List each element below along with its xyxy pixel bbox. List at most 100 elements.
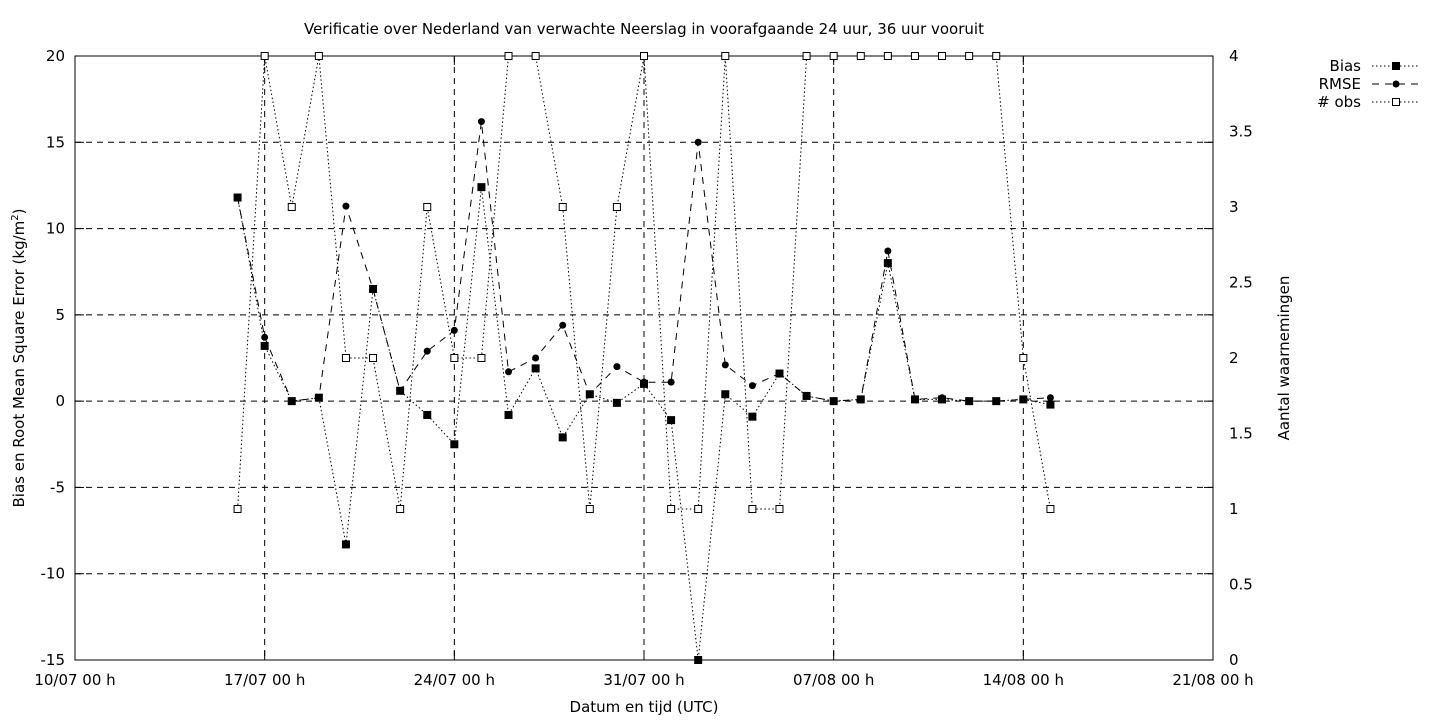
y2-tick-label: 2 (1229, 349, 1239, 367)
data-point-rmse (721, 361, 729, 369)
data-point-bias (477, 183, 486, 192)
data-point-rmse (450, 326, 458, 334)
x-tick-label: 10/07 00 h (34, 671, 115, 689)
data-point-bias (260, 341, 269, 350)
data-point-rmse (748, 382, 756, 390)
data-point-bias (694, 656, 703, 664)
y-tick-label: 10 (46, 220, 65, 238)
legend-marker-rmse (1392, 80, 1400, 88)
data-point-obs (910, 52, 919, 60)
data-point-bias (612, 398, 621, 407)
data-point-obs (423, 203, 432, 211)
data-point-obs (992, 52, 1001, 60)
data-point-rmse (1046, 394, 1054, 402)
data-point-obs (341, 354, 350, 362)
data-point-obs (396, 505, 405, 513)
legend-label-bias: Bias (1330, 57, 1362, 75)
data-point-rmse (477, 118, 485, 126)
y-tick-label: -15 (41, 651, 66, 669)
data-point-rmse (532, 354, 540, 362)
data-point-obs (531, 52, 540, 60)
y2-tick-label: 4 (1229, 47, 1239, 65)
data-point-bias (883, 259, 892, 268)
legend-label-rmse: RMSE (1319, 75, 1361, 93)
data-point-bias (450, 440, 459, 449)
data-point-obs (612, 203, 621, 211)
data-point-rmse (857, 395, 865, 403)
series-layer (233, 52, 1055, 664)
legend-marker-bias (1392, 62, 1400, 70)
data-point-rmse (694, 138, 702, 146)
data-point-rmse (559, 321, 567, 329)
data-point-rmse (1019, 395, 1027, 403)
data-point-obs (287, 203, 296, 211)
data-point-rmse (315, 394, 323, 402)
data-point-rmse (586, 390, 594, 398)
data-point-rmse (613, 363, 621, 371)
data-point-rmse (369, 285, 377, 293)
data-point-obs (775, 505, 784, 513)
x-tick-label: 24/07 00 h (414, 671, 495, 689)
data-point-obs (260, 52, 269, 60)
data-point-obs (558, 203, 567, 211)
data-point-rmse (803, 392, 811, 400)
x-tick-label: 14/08 00 h (983, 671, 1064, 689)
data-point-rmse (396, 387, 404, 395)
data-point-obs (233, 505, 242, 513)
data-point-bias (558, 433, 567, 442)
data-point-rmse (775, 370, 783, 378)
data-point-rmse (938, 394, 946, 402)
data-point-obs (1019, 354, 1028, 362)
legend-marker-obs (1392, 98, 1400, 106)
y-tick-label: 5 (55, 306, 65, 324)
data-point-obs (748, 505, 757, 513)
y2-tick-label: 3 (1229, 198, 1239, 216)
data-point-obs (585, 505, 594, 513)
data-point-obs (477, 354, 486, 362)
series-line-rmse (237, 121, 1051, 402)
y2-tick-label: 2.5 (1229, 274, 1253, 292)
legend-label-obs: # obs (1317, 93, 1361, 111)
y2-axis-label: Aantal waarnemingen (1275, 276, 1293, 441)
y2-tick-label: 3.5 (1229, 123, 1253, 141)
data-point-obs (938, 52, 947, 60)
data-point-bias (1046, 400, 1055, 409)
data-point-rmse (884, 247, 892, 255)
data-point-rmse (423, 347, 431, 355)
data-point-obs (1046, 505, 1055, 513)
x-tick-label: 21/08 00 h (1172, 671, 1253, 689)
data-point-bias (423, 410, 432, 419)
y-tick-label: 20 (46, 47, 65, 65)
data-point-rmse (342, 202, 350, 210)
y2-tick-label: 1.5 (1229, 425, 1253, 443)
grid (75, 56, 1213, 660)
y-tick-label: -10 (41, 565, 66, 583)
data-point-obs (721, 52, 730, 60)
data-point-bias (531, 364, 540, 373)
y2-tick-label: 0.5 (1229, 576, 1253, 594)
data-point-obs (829, 52, 838, 60)
data-point-rmse (234, 194, 242, 202)
data-point-rmse (261, 333, 269, 341)
data-point-obs (314, 52, 323, 60)
data-point-obs (640, 52, 648, 60)
series-obs (233, 52, 1055, 513)
y-axis-label-sup: 2 (10, 214, 21, 220)
data-point-obs (883, 52, 892, 60)
x-tick-label: 07/08 00 h (793, 671, 874, 689)
ticks: -15 -10 -5 0 5 10 15 20 0 0.5 1 1.5 2 2.5 3 3.5 4 10/07 0… (34, 47, 1253, 689)
y-tick-label: -5 (50, 478, 65, 496)
y-axis-label: Bias en Root Mean Square Error (kg/m2) (10, 209, 28, 508)
y2-tick-label: 0 (1229, 651, 1239, 669)
data-point-bias (667, 416, 676, 425)
data-point-rmse (667, 378, 675, 386)
y2-tick-label: 1 (1229, 500, 1239, 518)
data-point-rmse (288, 397, 296, 405)
data-point-obs (965, 52, 974, 60)
data-point-rmse (505, 368, 513, 376)
chart-title: Verificatie over Nederland van verwachte… (304, 20, 984, 38)
data-point-rmse (992, 397, 1000, 405)
data-point-rmse (965, 397, 973, 405)
